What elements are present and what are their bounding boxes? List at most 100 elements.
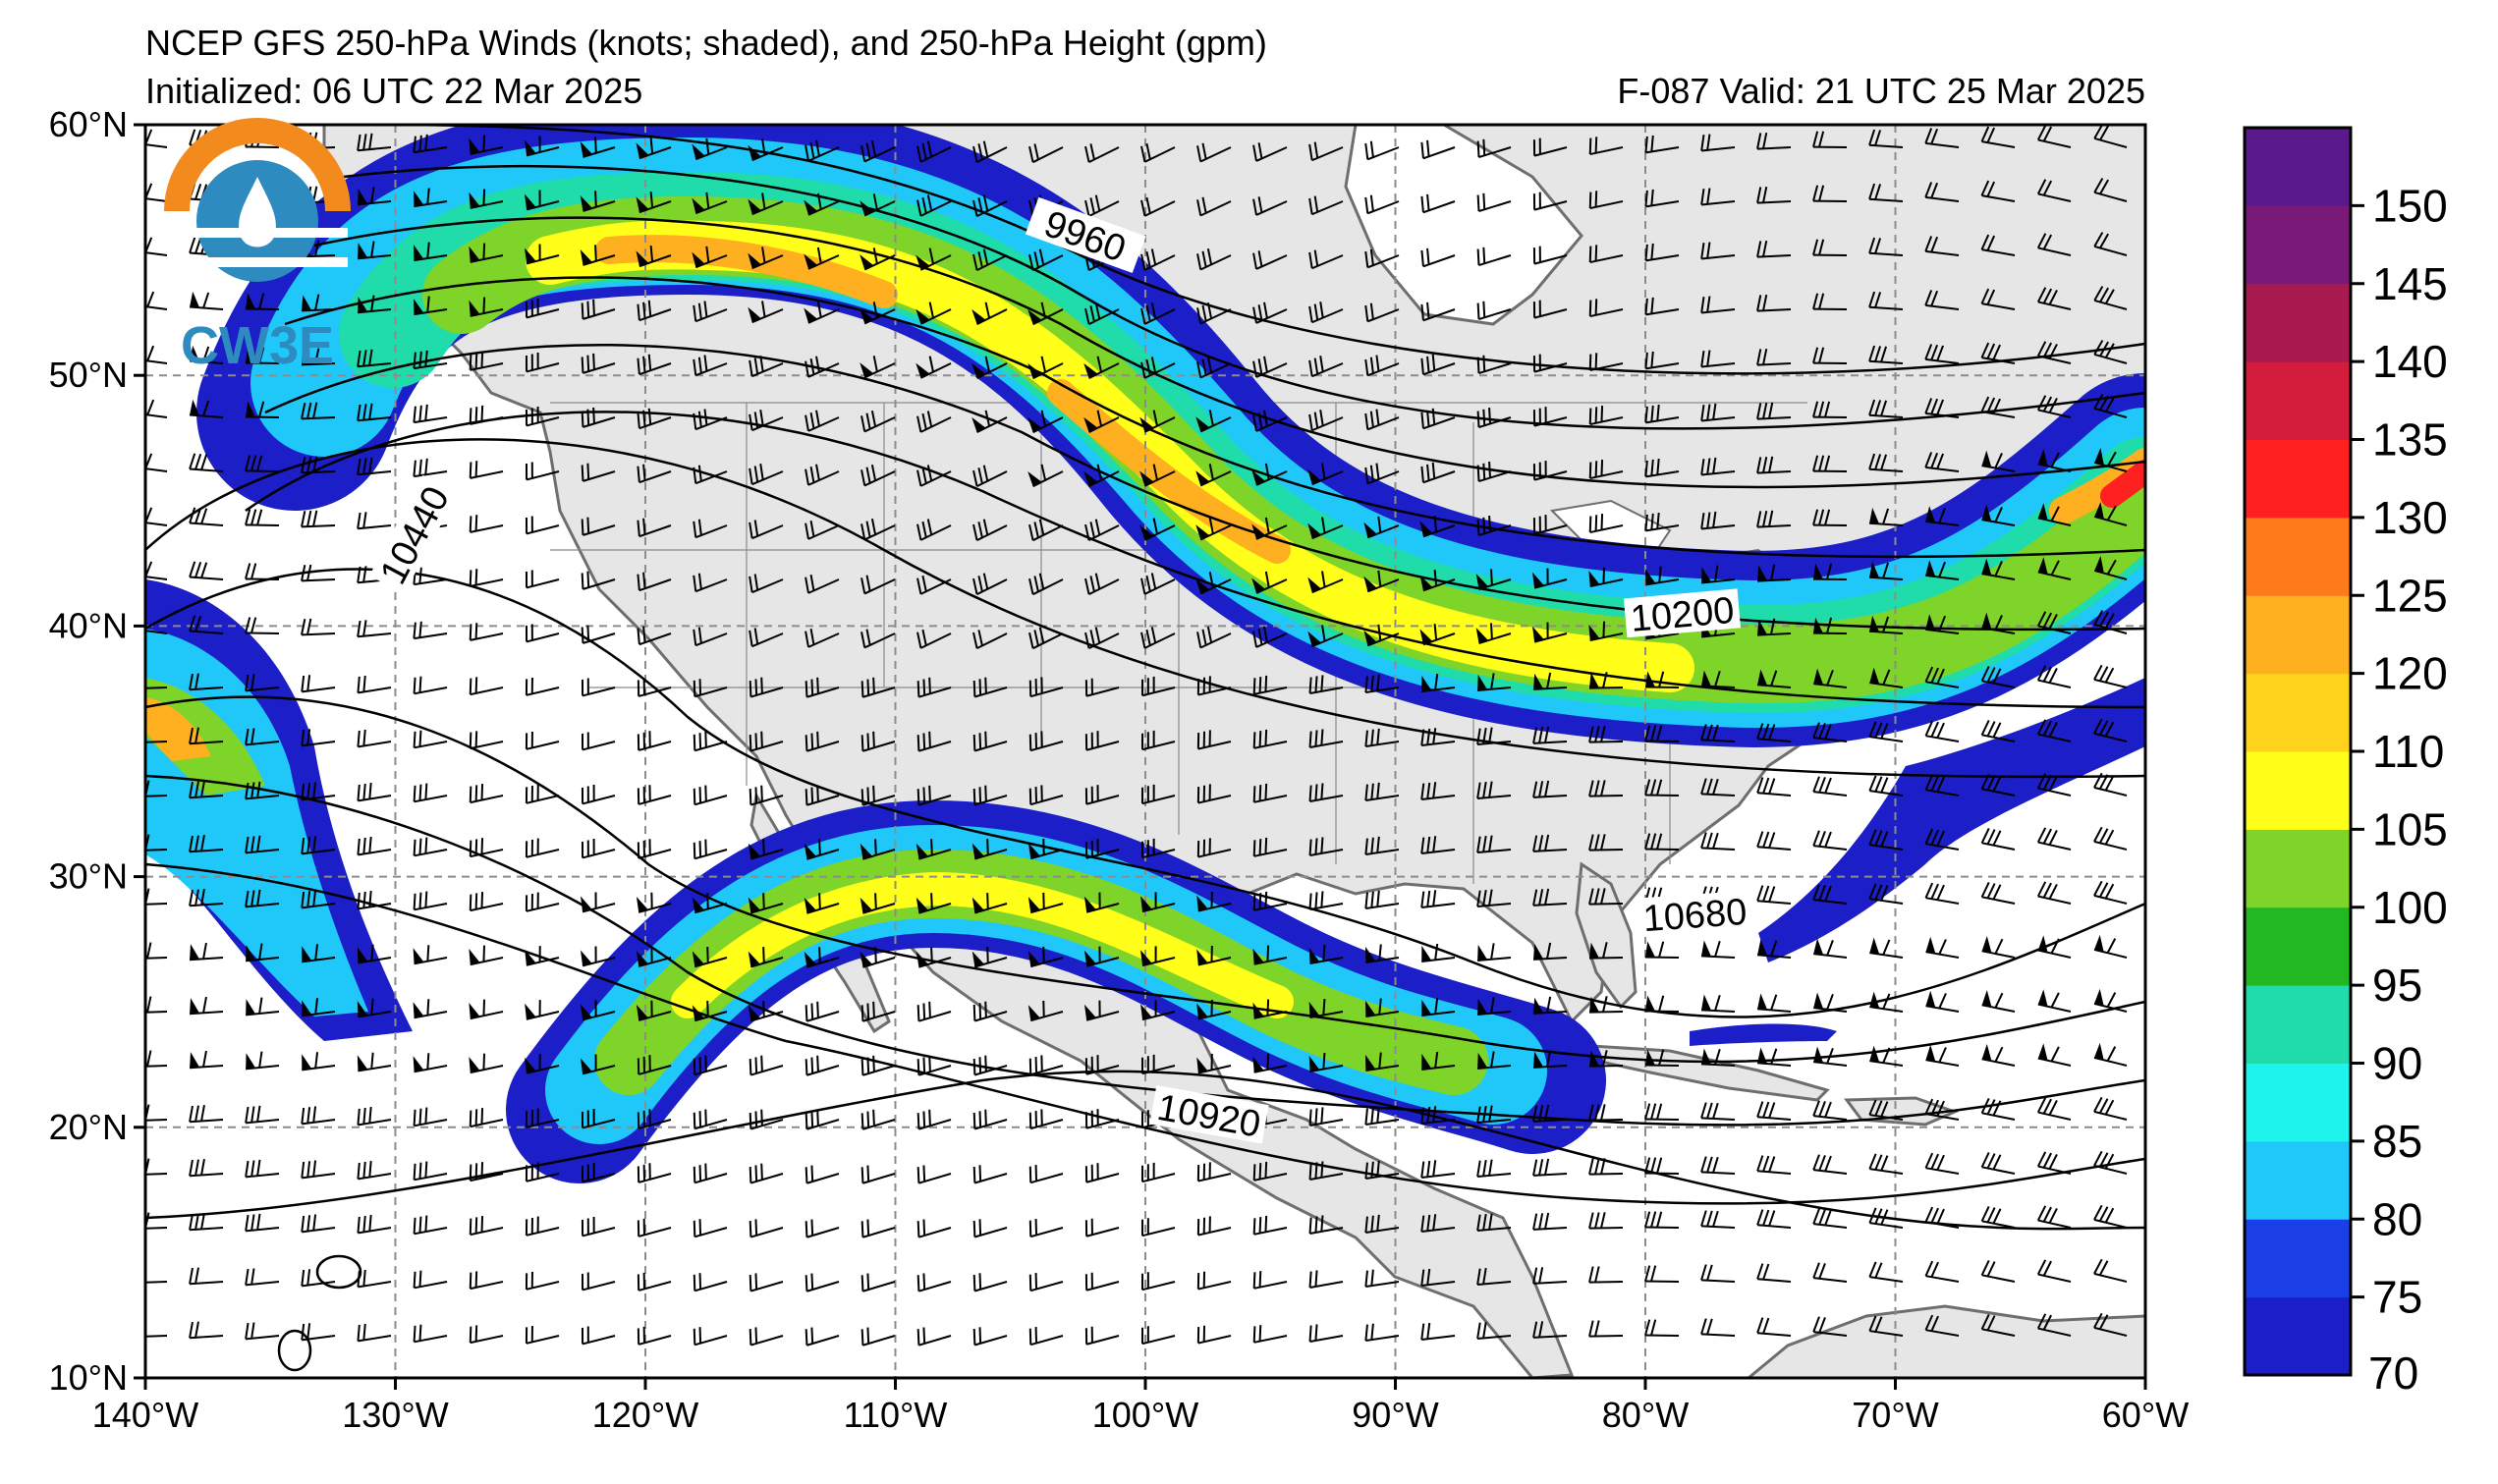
wind-barb [860,1055,896,1076]
wind-barb [190,345,224,364]
wind-barb [1756,564,1792,582]
wind-barb [1980,665,2016,688]
wind-barb [1700,134,1736,152]
wind-barb [1476,247,1512,266]
wind-barb [189,1105,224,1124]
wind-barb [1420,408,1456,430]
wind-barb [525,298,560,319]
wind-barb [1532,672,1568,690]
wind-barb [469,461,504,479]
wind-barb [1028,1327,1064,1347]
wind-barb [805,139,840,162]
wind-barb [1925,990,1960,1013]
wind-barb [2037,503,2072,526]
wind-barb [1532,996,1568,1015]
wind-barb [1813,1046,1848,1067]
valid-time: F-087 Valid: 21 UTC 25 Mar 2025 [1617,71,2145,111]
wind-barb [1139,410,1176,433]
wind-barb [916,302,952,325]
wind-barb [972,785,1008,806]
wind-barb [2036,1097,2072,1121]
wind-barb [1588,191,1624,210]
wind-barb [1252,1215,1288,1236]
initialized-time: Initialized: 06 UTC 22 Mar 2025 [145,71,642,111]
wind-barb [1980,827,2016,851]
wind-barb [1028,1165,1064,1184]
wind-barb [357,944,392,964]
wind-barb [581,678,616,697]
wind-barb [972,465,1008,488]
wind-barb [190,1050,224,1070]
wind-barb [302,1052,336,1072]
wind-barb [1140,1000,1176,1021]
wind-barb [1532,515,1568,535]
wind-barb [1981,1044,2016,1067]
wind-barb [637,1326,672,1346]
wind-barb [1813,668,1848,688]
wind-barb [1028,248,1064,272]
wind-barb [1532,407,1568,427]
wind-barb [693,627,728,647]
wind-barb [1532,300,1568,319]
wind-barb [1140,946,1176,967]
wind-barb [1868,237,1904,256]
wind-barb [1084,1109,1120,1129]
wind-barb [581,732,616,751]
wind-barb [1532,1321,1568,1339]
wind-barb [2036,341,2072,364]
wind-barb [1420,1106,1456,1126]
wind-barb [1308,1052,1344,1072]
wind-barb [525,1325,560,1345]
wind-barb [1420,1214,1456,1234]
wind-barb [525,190,560,211]
wind-barb [357,998,392,1018]
wind-barb [525,624,560,643]
wind-barb [972,519,1008,542]
wind-barb [358,295,392,314]
colorbar-swatch [2245,595,2351,675]
wind-barb [805,356,840,378]
wind-barb [916,247,952,271]
wind-barb [1196,1216,1232,1237]
wind-barb [245,781,280,800]
lon-tick-label: 130°W [342,1395,448,1435]
wind-barb [1083,464,1120,488]
wind-barb [637,572,672,592]
wind-barb [860,947,896,968]
wind-barb [805,1273,840,1292]
wind-barb [2093,1096,2128,1121]
lat-tick-label: 50°N [49,355,128,395]
wind-barb [748,247,784,270]
lon-tick-label: 90°W [1352,1395,1438,1435]
wind-barb [2093,394,2128,418]
wind-barb [1812,185,1848,202]
wind-barb [1588,1320,1624,1338]
wind-barb [1644,1319,1680,1337]
wind-barb [190,996,224,1016]
wind-barb [860,464,896,487]
wind-barb [145,741,168,744]
wind-barb [469,1271,504,1291]
wind-barb [916,140,952,163]
wind-barb [1532,461,1568,481]
wind-barb [413,350,448,370]
wind-barb [972,1109,1008,1130]
wind-barb [1252,356,1288,378]
wind-barb [1364,674,1400,694]
colorbar-label: 125 [2372,570,2448,621]
wind-barb [1364,1106,1400,1127]
wind-barb [1924,344,1960,364]
wind-barb [1924,882,1960,905]
wind-barb [1252,783,1288,803]
wind-barb [1869,561,1904,580]
wind-barb [636,946,672,967]
wind-barb [1924,290,1960,310]
wind-barb [1308,195,1344,216]
wind-barb [805,629,840,648]
colorbar-swatch [2245,829,2351,908]
wind-barb [581,1162,616,1183]
colorbar-label: 100 [2372,882,2448,933]
wind-barb [805,1109,840,1130]
wind-barb [636,892,672,913]
